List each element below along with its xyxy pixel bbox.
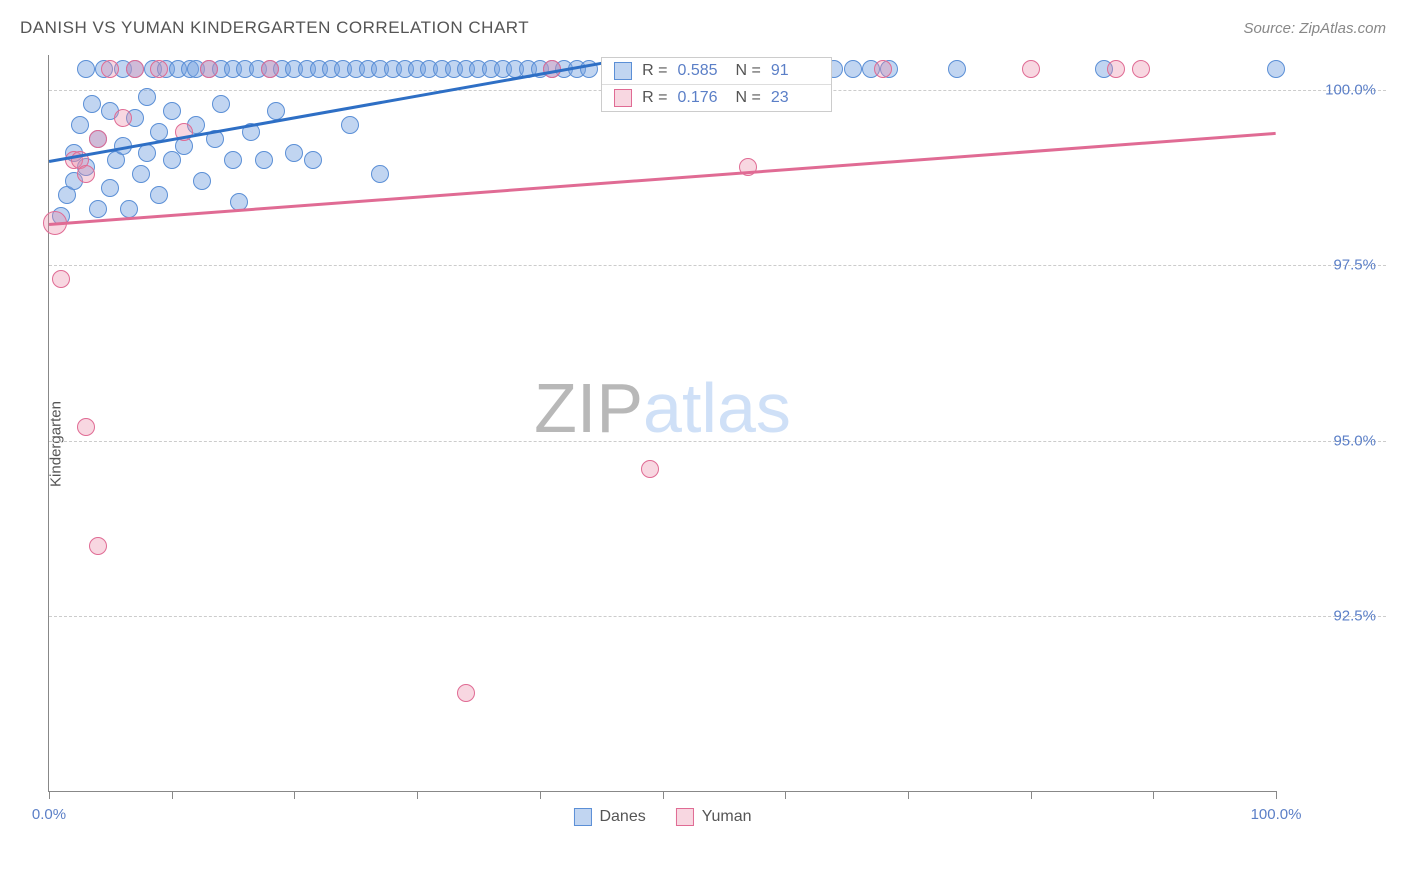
x-tick [417,791,418,799]
legend-r-value: 0.585 [677,62,725,80]
stats-legend-row: R = 0.585 N = 91 [602,58,831,84]
x-tick [1276,791,1277,799]
scatter-point [844,60,862,78]
legend-swatch [676,808,694,826]
scatter-point [193,172,211,190]
grid-line [49,616,1386,617]
scatter-point [101,179,119,197]
scatter-point [150,186,168,204]
scatter-point [285,144,303,162]
legend-n-label: N = [735,62,760,80]
series-label: Danes [599,808,645,826]
x-tick [663,791,664,799]
scatter-point [200,60,218,78]
watermark-zip: ZIP [534,369,643,447]
series-legend-item: Danes [573,808,645,826]
scatter-point [212,95,230,113]
scatter-point [1267,60,1285,78]
x-tick-label: 100.0% [1251,806,1302,823]
x-tick [908,791,909,799]
scatter-point [304,151,322,169]
y-tick-label: 92.5% [1286,607,1376,624]
plot-area: ZIPatlas 92.5%95.0%97.5%100.0%0.0%100.0%… [48,55,1276,792]
grid-line [49,441,1386,442]
series-label: Yuman [702,808,752,826]
chart-container: Kindergarten ZIPatlas 92.5%95.0%97.5%100… [48,55,1386,832]
series-legend: Danes Yuman [573,808,751,826]
scatter-point [150,60,168,78]
scatter-point [641,460,659,478]
legend-n-value: 23 [771,89,819,107]
scatter-point [457,684,475,702]
scatter-point [89,200,107,218]
scatter-point [163,102,181,120]
legend-r-value: 0.176 [677,89,725,107]
legend-r-label: R = [642,62,667,80]
x-tick [1031,791,1032,799]
legend-swatch [614,62,632,80]
scatter-point [89,537,107,555]
x-tick-label: 0.0% [32,806,66,823]
scatter-point [114,109,132,127]
scatter-point [261,60,279,78]
scatter-point [52,270,70,288]
x-tick [1153,791,1154,799]
trend-line [49,132,1276,226]
watermark-atlas: atlas [643,369,791,447]
legend-n-value: 91 [771,62,819,80]
scatter-point [874,60,892,78]
x-tick [785,791,786,799]
scatter-point [101,60,119,78]
scatter-point [132,165,150,183]
series-legend-item: Yuman [676,808,752,826]
x-tick [294,791,295,799]
scatter-point [1107,60,1125,78]
scatter-point [948,60,966,78]
grid-line [49,265,1386,266]
stats-legend-row: R = 0.176 N = 23 [602,84,831,111]
scatter-point [83,95,101,113]
scatter-point [341,116,359,134]
watermark: ZIPatlas [534,368,791,448]
y-tick-label: 100.0% [1286,82,1376,99]
scatter-point [77,418,95,436]
scatter-point [77,60,95,78]
x-tick [49,791,50,799]
legend-n-label: N = [735,89,760,107]
scatter-point [255,151,273,169]
scatter-point [224,151,242,169]
chart-header: DANISH VS YUMAN KINDERGARTEN CORRELATION… [0,0,1406,48]
scatter-point [1022,60,1040,78]
legend-swatch [573,808,591,826]
scatter-point [1132,60,1150,78]
scatter-point [138,144,156,162]
scatter-point [77,165,95,183]
chart-source: Source: ZipAtlas.com [1243,20,1386,37]
x-tick [540,791,541,799]
scatter-point [138,88,156,106]
scatter-point [371,165,389,183]
y-tick-label: 97.5% [1286,257,1376,274]
stats-legend: R = 0.585 N = 91 R = 0.176 N = 23 [601,57,832,112]
scatter-point [126,60,144,78]
scatter-point [89,130,107,148]
x-tick [172,791,173,799]
legend-r-label: R = [642,89,667,107]
scatter-point [71,116,89,134]
scatter-point [163,151,181,169]
chart-title: DANISH VS YUMAN KINDERGARTEN CORRELATION… [20,18,529,38]
legend-swatch [614,89,632,107]
y-tick-label: 95.0% [1286,432,1376,449]
scatter-point [120,200,138,218]
